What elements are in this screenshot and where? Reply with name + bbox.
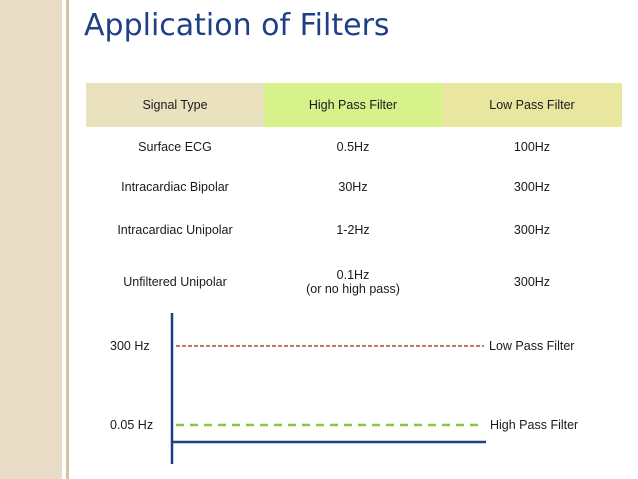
cell-low-pass: 300Hz xyxy=(513,275,551,289)
header-high-pass-filter: High Pass Filter xyxy=(264,83,442,127)
lower-level-label: 0.05 Hz xyxy=(110,418,154,432)
cell-signal-type: Unfiltered Unipolar xyxy=(123,275,227,289)
cell-high-pass: 0.5Hz xyxy=(336,140,370,154)
filters-table: Signal Type High Pass Filter Low Pass Fi… xyxy=(86,83,622,311)
cell-low-pass: 300Hz xyxy=(513,223,551,237)
table-row: Surface ECG 0.5Hz 100Hz xyxy=(86,127,622,167)
cell-high-pass: 0.1Hz (or no high pass) xyxy=(264,253,442,311)
slide-title: Application of Filters xyxy=(84,8,390,43)
header-low-pass-filter: Low Pass Filter xyxy=(442,83,622,127)
table-row: Intracardiac Unipolar 1-2Hz 300Hz xyxy=(86,207,622,253)
header-signal-type: Signal Type xyxy=(86,83,264,127)
table-row: Intracardiac Bipolar 30Hz 300Hz xyxy=(86,167,622,207)
cell-high-pass-note: (or no high pass) xyxy=(306,282,400,296)
high-pass-filter-line-label: High Pass Filter xyxy=(490,418,579,432)
low-pass-filter-line-label: Low Pass Filter xyxy=(489,339,575,353)
left-decorative-line xyxy=(66,0,69,479)
cell-signal-type: Surface ECG xyxy=(138,140,212,154)
cell-low-pass: 300Hz xyxy=(513,180,551,194)
left-decorative-band xyxy=(0,0,62,479)
cell-low-pass: 100Hz xyxy=(513,140,551,154)
upper-level-label: 300 Hz xyxy=(110,339,150,353)
table-row: Unfiltered Unipolar 0.1Hz (or no high pa… xyxy=(86,253,622,311)
cell-signal-type: Intracardiac Unipolar xyxy=(117,223,233,237)
cell-high-pass-value: 0.1Hz xyxy=(336,268,370,282)
cell-signal-type: Intracardiac Bipolar xyxy=(121,180,229,194)
table-header-row: Signal Type High Pass Filter Low Pass Fi… xyxy=(86,83,622,127)
cell-high-pass: 1-2Hz xyxy=(336,223,370,237)
cell-high-pass: 30Hz xyxy=(338,180,368,194)
